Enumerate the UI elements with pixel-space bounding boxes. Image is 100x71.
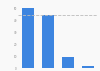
Bar (82, 66, 94, 68)
Bar (62, 57, 74, 68)
Bar (22, 8, 34, 68)
Bar (42, 15, 54, 68)
